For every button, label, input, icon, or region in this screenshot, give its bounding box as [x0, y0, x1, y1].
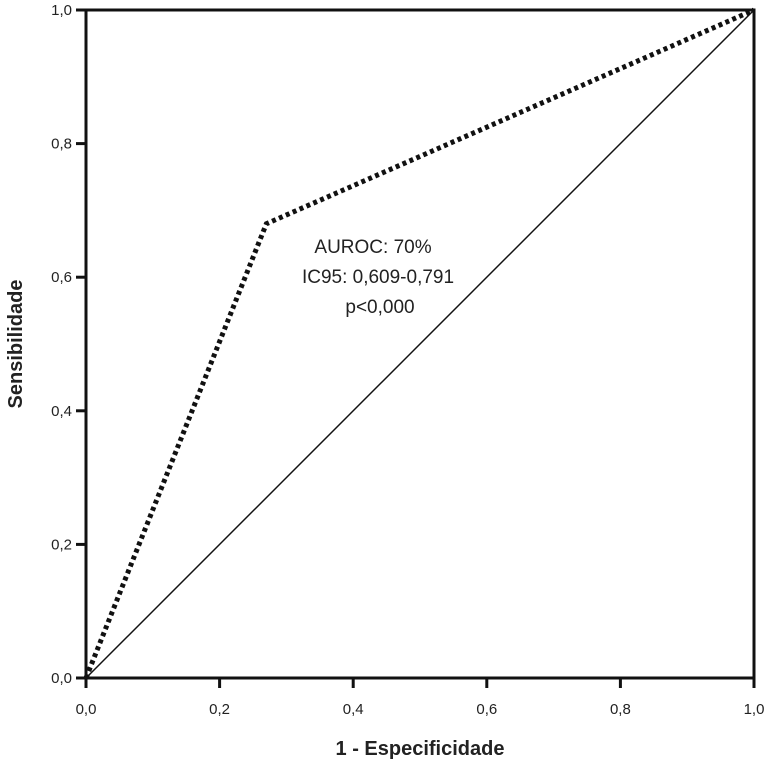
x-tick-label: 0,8	[610, 701, 631, 718]
annotation-pvalue: p<0,000	[345, 297, 414, 318]
plot-frame	[84, 8, 756, 680]
annotation-auroc: AUROC: 70%	[314, 237, 431, 258]
y-tick-label: 1,0	[51, 2, 72, 19]
x-tick-label: 0,6	[476, 701, 497, 718]
x-tick-label: 1,0	[744, 701, 765, 718]
roc-curve	[83, 7, 756, 679]
y-tick-label: 0,6	[51, 269, 72, 286]
x-tick-label: 0,0	[76, 701, 97, 718]
x-tick-label: 0,4	[343, 701, 364, 718]
y-tick-label: 0,4	[51, 403, 72, 420]
y-axis-label: Sensibilidade	[5, 280, 27, 409]
x-axis-label: 1 - Especificidade	[336, 738, 505, 760]
x-tick-label: 0,2	[209, 701, 230, 718]
annotation-ci95: IC95: 0,609-0,791	[302, 267, 454, 288]
y-tick-label: 0,0	[51, 670, 72, 687]
y-tick-label: 0,8	[51, 136, 72, 153]
reference-diagonal	[85, 9, 755, 679]
y-tick-label: 0,2	[51, 536, 72, 553]
